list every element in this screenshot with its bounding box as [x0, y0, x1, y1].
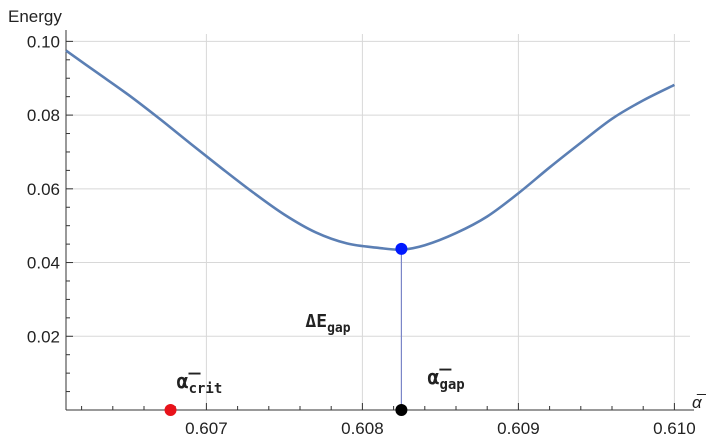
- y-tick-label: 0.08: [27, 106, 60, 125]
- y-tick-label: 0.04: [27, 254, 60, 273]
- x-tick-label: 0.609: [497, 419, 540, 438]
- alpha-gap-label: α̅gap: [427, 365, 464, 393]
- energy-curve: [65, 49, 675, 252]
- x-tick-label: 0.608: [341, 419, 384, 438]
- y-tick-label: 0.02: [27, 327, 60, 346]
- minimum-point: [395, 242, 408, 255]
- grid-lines: [66, 34, 690, 410]
- alpha-crit-sub: crit: [189, 381, 223, 397]
- delta-e-gap-label: ΔEgap: [305, 311, 350, 336]
- alpha-crit-point: [164, 404, 177, 416]
- x-tick-label: 0.607: [185, 419, 228, 438]
- marker-layer: [164, 242, 408, 416]
- alpha-crit-label: α̅crit: [177, 369, 223, 397]
- y-tick-label: 0.10: [27, 32, 60, 51]
- alpha-gap-point: [395, 404, 408, 416]
- y-axis-label: Energy: [8, 7, 62, 26]
- axes: 0.02 0.04 0.06 0.08 0.10 0.607 0.608 0.609 0.610: [27, 30, 696, 438]
- delta-e-sub: gap: [327, 321, 351, 336]
- series-layer: [65, 49, 675, 252]
- y-tick-label: 0.06: [27, 180, 60, 199]
- alpha-gap-sub: gap: [439, 377, 464, 393]
- x-axis-label: α̅: [692, 393, 706, 412]
- x-tick-label: 0.610: [653, 419, 696, 438]
- delta-e-main: ΔE: [305, 311, 327, 332]
